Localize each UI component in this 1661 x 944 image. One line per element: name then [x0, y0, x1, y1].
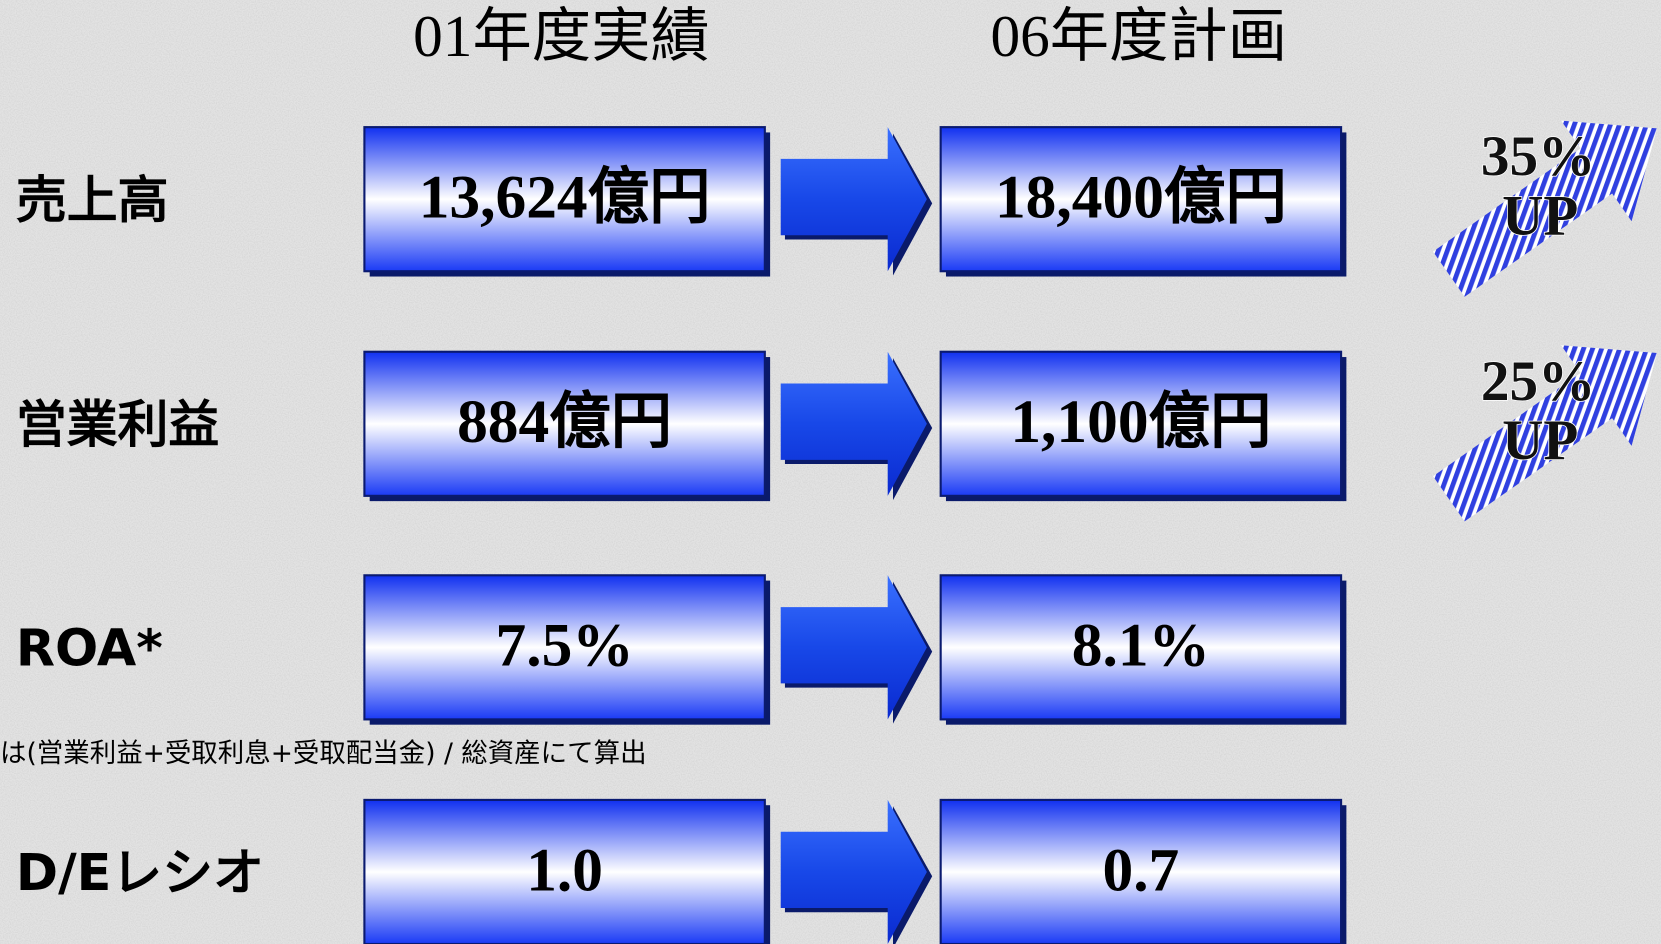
value-text: 18,400億円 [995, 164, 1287, 232]
row-label: 売上高 [16, 170, 169, 229]
value-text: 0.7 [1102, 836, 1179, 904]
value-box [363, 126, 766, 273]
value-box [363, 798, 766, 944]
value-text: 1,100億円 [1010, 388, 1271, 456]
footnote: は(営業利益+受取利息+受取配当金) / 総資産にて算出 [0, 738, 647, 769]
growth-text: 35% [1481, 125, 1595, 188]
arrow [780, 351, 927, 496]
value-text: 8.1% [1072, 612, 1210, 680]
value-box [939, 350, 1343, 497]
growth-text: 25% [1481, 350, 1595, 413]
growth-arrow [1433, 345, 1658, 522]
column-header: 06年度計画 [990, 3, 1287, 69]
value-text: 884億円 [457, 388, 672, 456]
value-box [939, 126, 1343, 273]
arrow [780, 799, 927, 944]
column-header: 01年度実績 [413, 3, 710, 69]
row-label: 営業利益 [16, 395, 219, 454]
value-text: 13,624億円 [419, 164, 711, 232]
value-box [363, 350, 766, 497]
growth-text: UP [1502, 409, 1578, 472]
value-text: 1.0 [526, 836, 603, 904]
growth-arrow [1433, 120, 1658, 297]
value-box [363, 574, 766, 721]
value-text: 7.5% [496, 612, 634, 680]
growth-badge [1433, 345, 1658, 522]
value-box [939, 574, 1343, 721]
growth-badge [1433, 120, 1658, 297]
value-box [939, 798, 1343, 944]
growth-text: UP [1502, 185, 1578, 248]
row-label: ROA* [16, 619, 163, 678]
row-label: D/Eレシオ [16, 843, 264, 902]
arrow [780, 575, 927, 720]
